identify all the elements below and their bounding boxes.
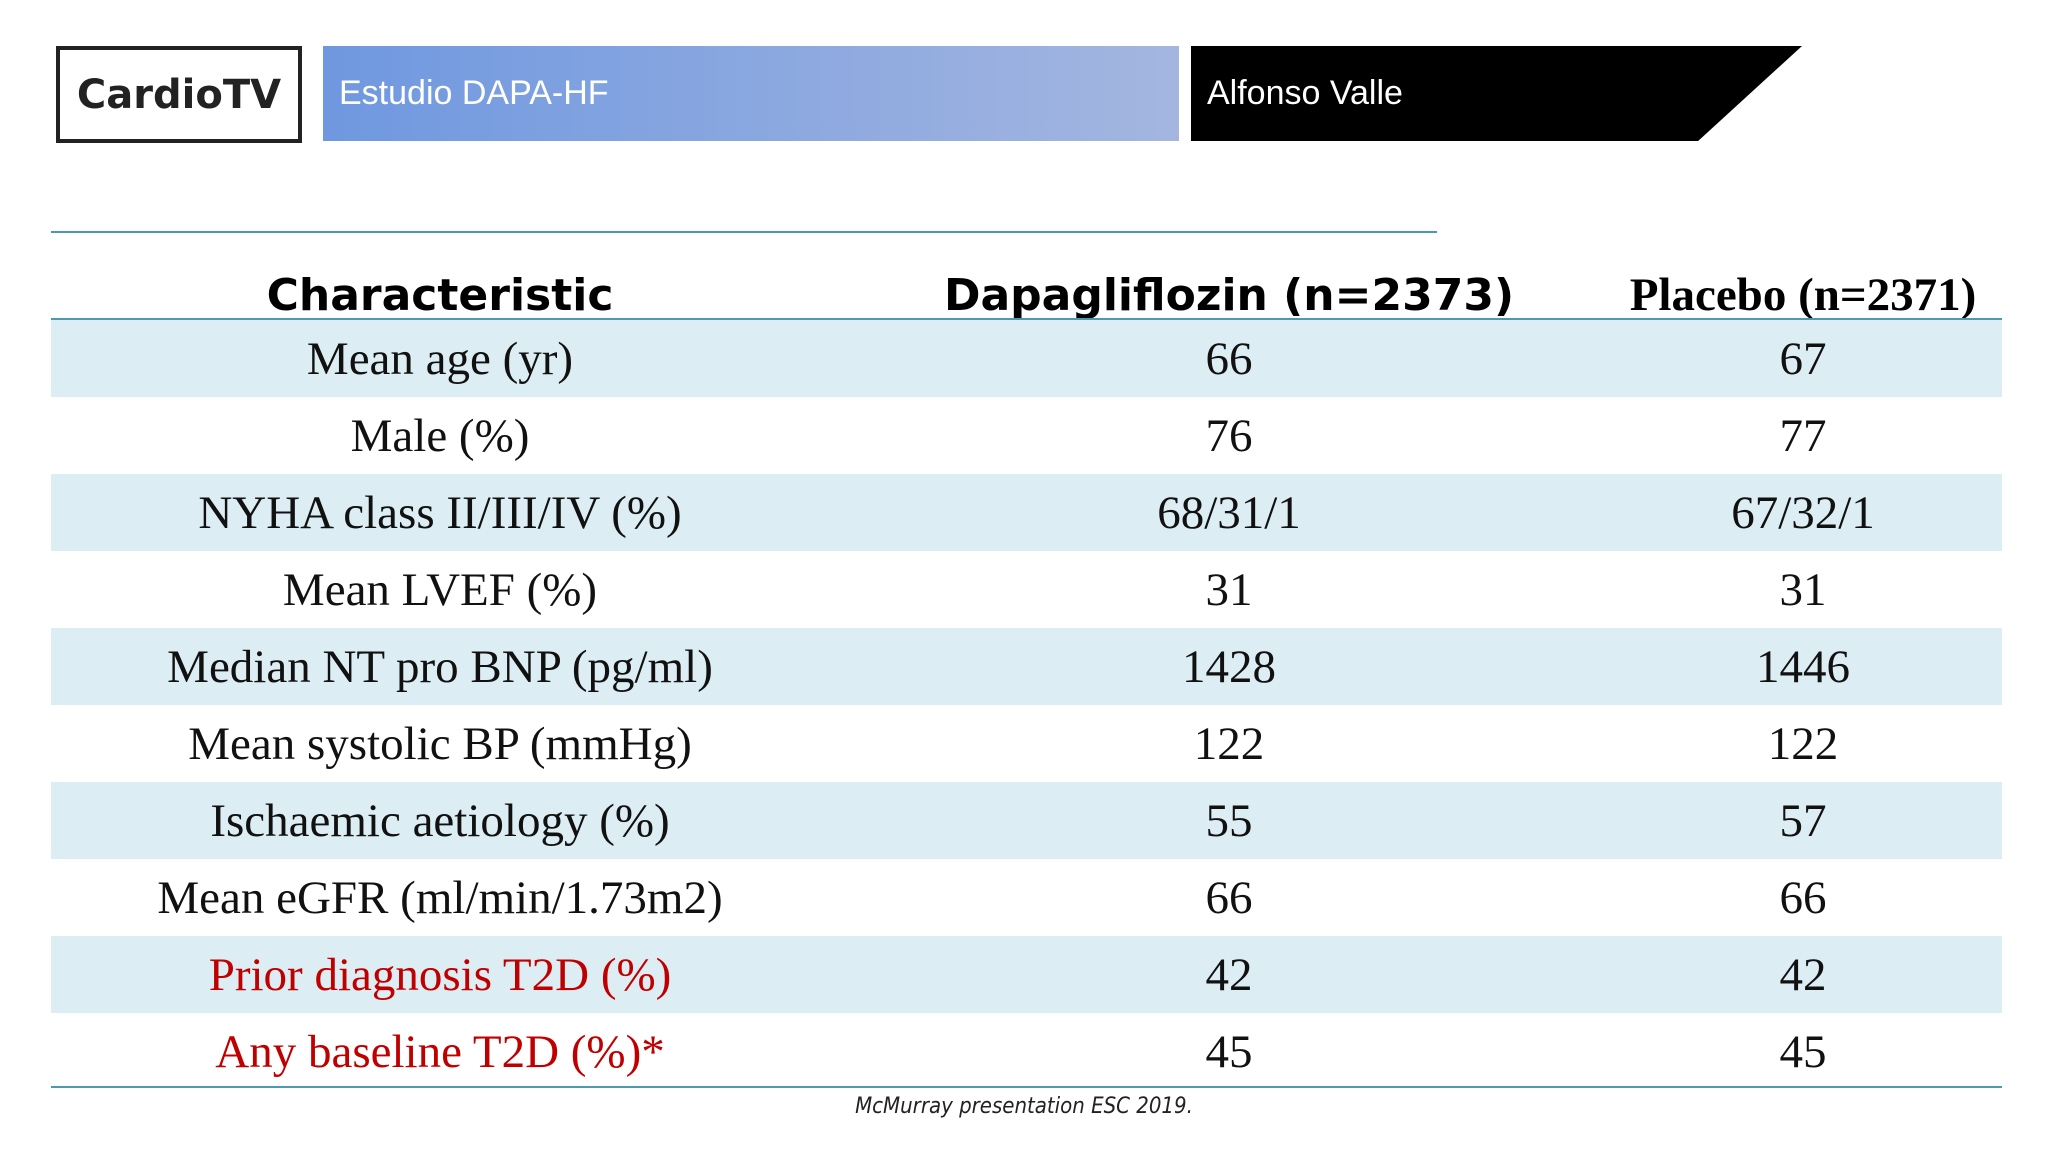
column-header: Placebo (n=2371)	[1629, 269, 1977, 321]
table-cell: 122	[1193, 718, 1265, 770]
table-row: Mean LVEF (%) 31 31	[51, 551, 2002, 628]
table-row: Any baseline T2D (%)* 45 45	[51, 1013, 2002, 1090]
table-cell: 67	[1779, 333, 1827, 385]
table-cell: 68/31/1	[1157, 487, 1301, 539]
table-cell: 76	[1205, 410, 1253, 462]
rule	[51, 318, 2002, 320]
footnote: McMurray presentation ESC 2019.	[855, 1094, 1193, 1119]
table-cell: 67/32/1	[1731, 487, 1875, 539]
logo: CardioTV	[56, 46, 302, 143]
table-cell: 77	[1779, 410, 1827, 462]
table-cell: 55	[1205, 795, 1253, 847]
table-cell: Median NT pro BNP (pg/ml)	[167, 641, 713, 693]
table-cell: 66	[1205, 333, 1253, 385]
table-cell: 57	[1779, 795, 1827, 847]
table-row: Male (%) 76 77	[51, 397, 2002, 474]
table-row: Mean age (yr) 66 67	[51, 320, 2002, 397]
table-cell: 45	[1779, 1026, 1827, 1078]
table-cell: Prior diagnosis T2D (%)	[208, 949, 672, 1001]
column-header: Characteristic	[266, 270, 614, 321]
table-cell: 122	[1767, 718, 1839, 770]
table-row: Median NT pro BNP (pg/ml) 1428 1446	[51, 628, 2002, 705]
table-cell: 1428	[1182, 641, 1276, 693]
rule	[51, 231, 1437, 233]
table-row: Prior diagnosis T2D (%) 42 42	[51, 936, 2002, 1013]
table-cell: Ischaemic aetiology (%)	[210, 795, 670, 847]
table-cell: Mean age (yr)	[306, 333, 574, 385]
table-cell: NYHA class II/III/IV (%)	[198, 487, 682, 539]
table-cell: 42	[1779, 949, 1827, 1001]
table-cell: 66	[1779, 872, 1827, 924]
table-row: Mean systolic BP (mmHg) 122 122	[51, 705, 2002, 782]
table-cell: Mean eGFR (ml/min/1.73m2)	[157, 872, 723, 924]
table-cell: Male (%)	[350, 410, 530, 462]
table-cell: 1446	[1756, 641, 1850, 693]
rule	[51, 1086, 2002, 1088]
table-cell: 45	[1205, 1026, 1253, 1078]
column-header: Dapagliflozin (n=2373)	[943, 270, 1515, 321]
table-cell: Mean LVEF (%)	[282, 564, 598, 616]
table-cell: Mean systolic BP (mmHg)	[188, 718, 692, 770]
table-cell: Any baseline T2D (%)*	[215, 1026, 665, 1078]
table-row: NYHA class II/III/IV (%) 68/31/1 67/32/1	[51, 474, 2002, 551]
table-row: Ischaemic aetiology (%) 55 57	[51, 782, 2002, 859]
title-bar: Estudio DAPA-HF	[323, 46, 1179, 141]
table-row: Mean eGFR (ml/min/1.73m2) 66 66	[51, 859, 2002, 936]
presenter-bar: Alfonso Valle	[1191, 46, 1802, 141]
table-cell: 31	[1205, 564, 1253, 616]
table-cell: 31	[1779, 564, 1827, 616]
table-cell: 66	[1205, 872, 1253, 924]
table-cell: 42	[1205, 949, 1253, 1001]
